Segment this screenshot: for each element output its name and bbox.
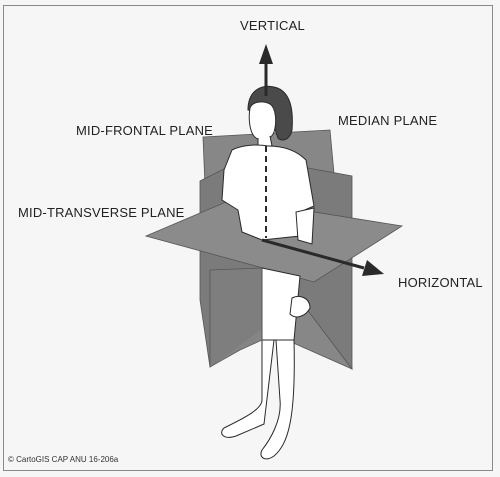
credit-text: © CartoGIS CAP ANU 16-206a <box>8 455 119 464</box>
horizontal-axis-arrowhead <box>362 260 384 276</box>
mid-frontal-plane-label: MID-FRONTAL PLANE <box>76 123 214 138</box>
mid-frontal-plane-front <box>209 267 263 368</box>
vertical-axis-arrowhead <box>259 44 273 64</box>
mid-transverse-plane-label: MID-TRANSVERSE PLANE <box>18 205 185 220</box>
median-plane-label: MEDIAN PLANE <box>338 113 438 128</box>
horizontal-label: HORIZONTAL <box>398 275 483 290</box>
person-figure <box>221 85 315 460</box>
vertical-label: VERTICAL <box>240 18 305 33</box>
figure-frame <box>3 5 493 471</box>
horizontal-axis-line <box>261 238 365 270</box>
